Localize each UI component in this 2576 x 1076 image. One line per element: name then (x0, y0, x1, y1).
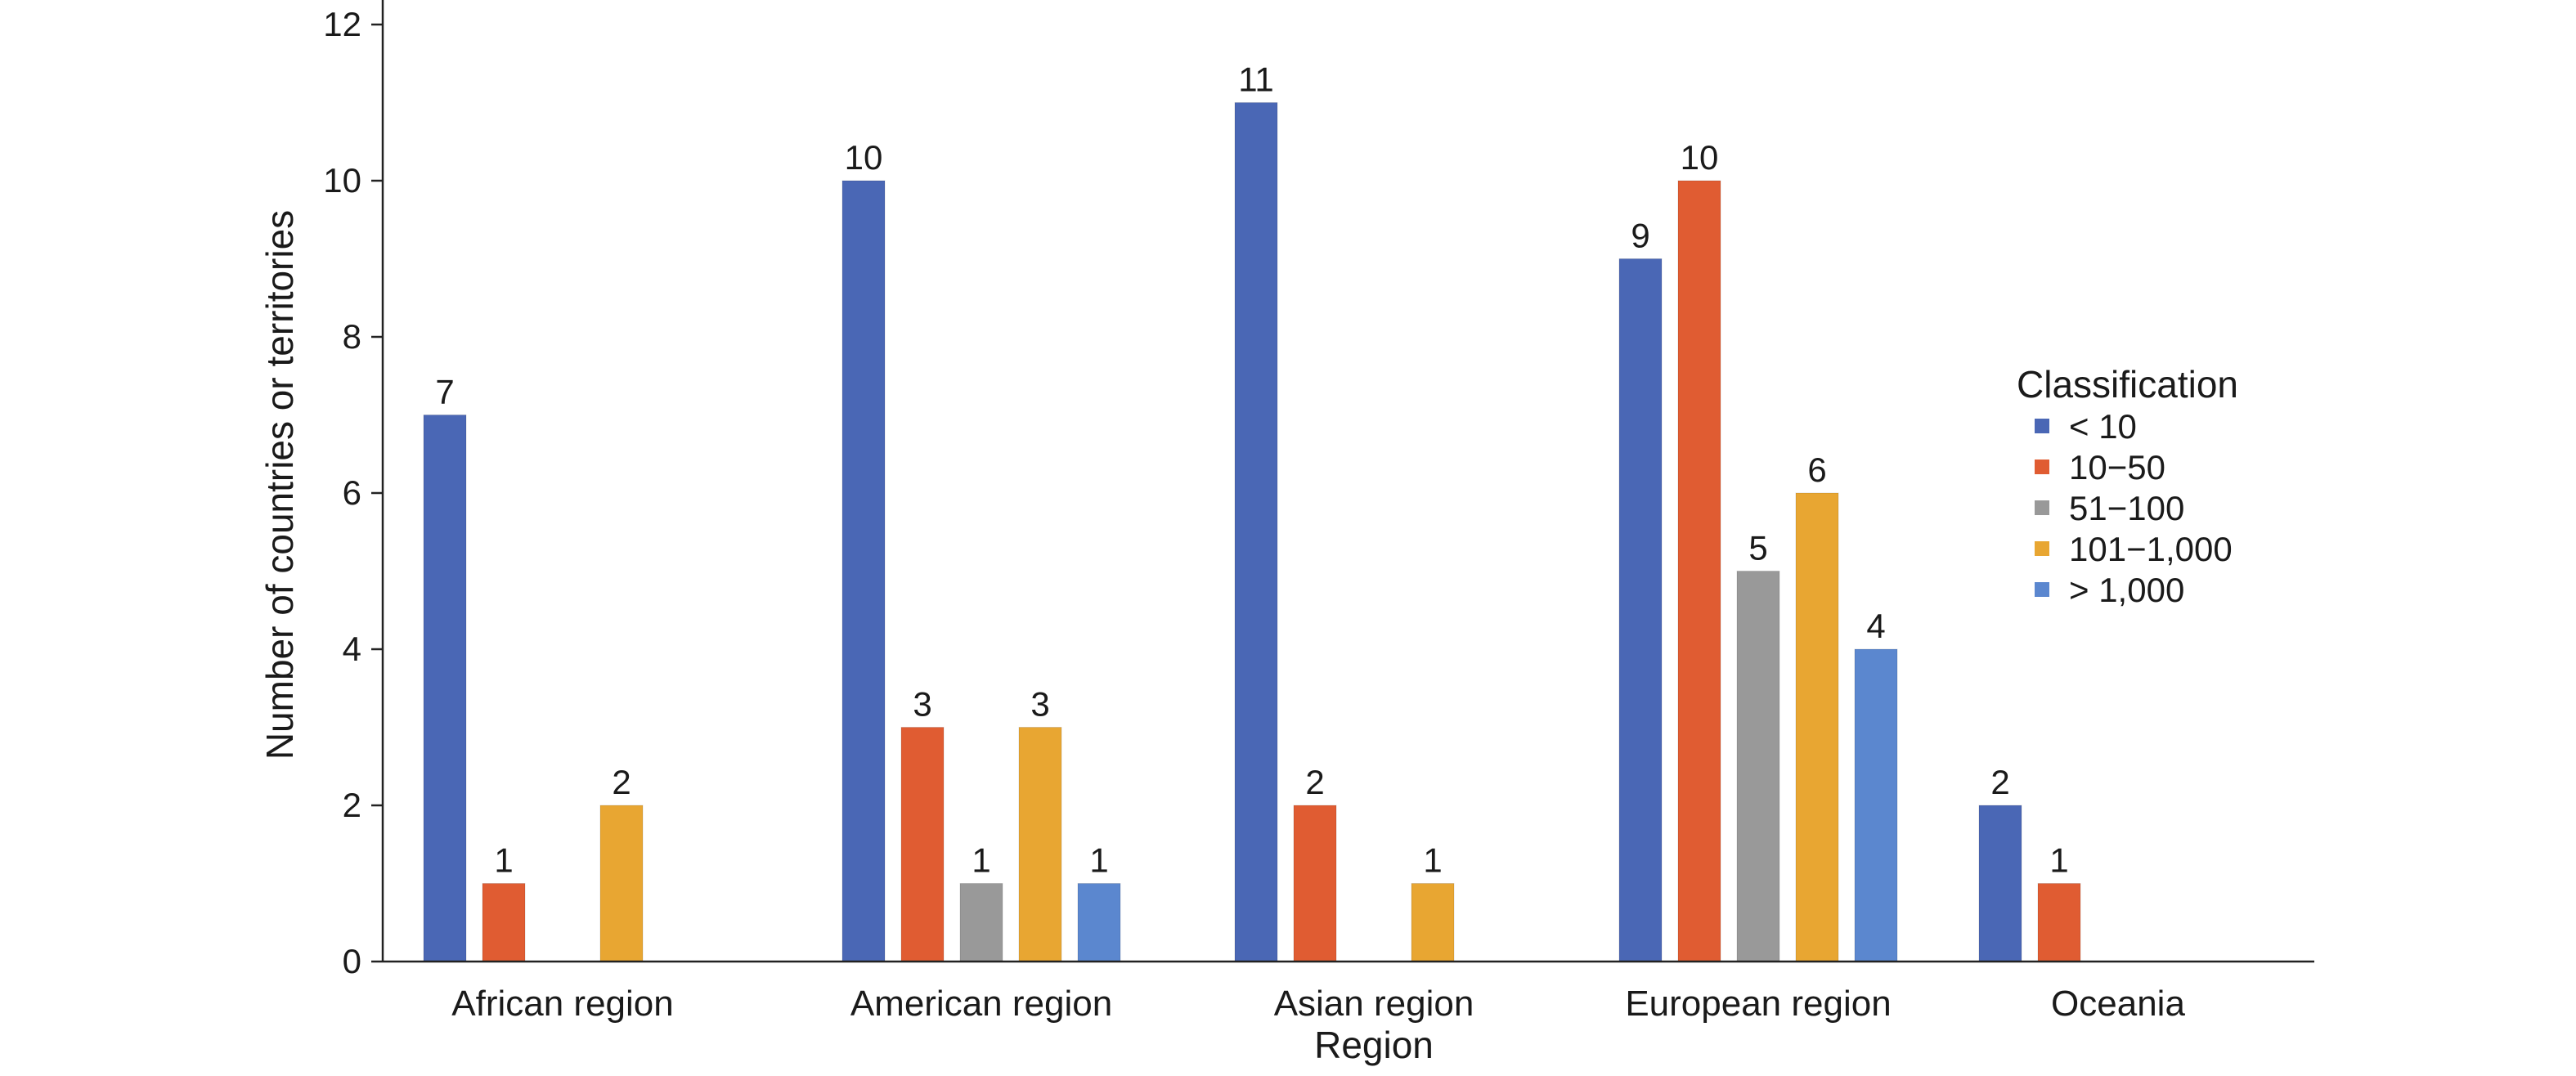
bar (841, 180, 886, 962)
x-categories-layer: African region American region Asian regio… (451, 984, 2185, 1024)
data-label: 1 (2049, 841, 2068, 880)
legend-label: > 1,000 (2069, 571, 2184, 609)
y-tick-label: 10 (323, 161, 361, 200)
x-axis-title: Region (1314, 1024, 1434, 1066)
bar (482, 883, 526, 962)
data-label: 10 (1681, 138, 1719, 177)
bar (1018, 727, 1062, 962)
bar (1234, 102, 1278, 962)
legend-swatch (2035, 500, 2049, 515)
x-category-label: African region (451, 984, 673, 1024)
x-category-label: Oceania (2051, 984, 2185, 1024)
legend: Classification < 1010−5051−100101−1,000>… (2017, 363, 2238, 609)
legend-label: < 10 (2069, 407, 2137, 446)
data-label: 2 (612, 763, 631, 801)
legend-label: 10−50 (2069, 448, 2165, 486)
bar (1618, 258, 1663, 962)
y-tick-label: 8 (343, 317, 361, 356)
bar (1978, 805, 2022, 962)
data-label: 2 (1990, 763, 2009, 801)
y-tick-label: 0 (343, 942, 361, 980)
y-tick-label: 2 (343, 786, 361, 824)
data-label: 2 (1305, 763, 1324, 801)
bar (1677, 180, 1721, 962)
y-tick-label: 6 (343, 473, 361, 512)
y-ticks-layer: 0 2 4 6 8 10 12 (323, 5, 383, 980)
y-tick-label: 12 (323, 5, 361, 43)
data-label: 10 (845, 138, 883, 177)
bar (959, 883, 1003, 962)
bar (900, 727, 945, 962)
x-category-label: American region (850, 984, 1112, 1024)
bar (1077, 883, 1121, 962)
y-axis-title: Number of countries or territories (258, 210, 301, 760)
x-category-label: Asian region (1274, 984, 1474, 1024)
bar (1854, 648, 1898, 962)
legend-title: Classification (2017, 363, 2238, 406)
data-label: 1 (1423, 841, 1442, 880)
data-label: 6 (1807, 451, 1826, 489)
bar (1293, 805, 1337, 962)
data-label: 5 (1748, 529, 1767, 567)
data-label: 4 (1866, 607, 1885, 645)
bar (1736, 571, 1780, 962)
legend-swatch (2035, 541, 2049, 556)
legend-swatch (2035, 419, 2049, 433)
bar (599, 805, 644, 962)
bar (2037, 883, 2081, 962)
bar (1795, 492, 1839, 962)
data-label: 7 (435, 373, 454, 411)
bar (423, 415, 467, 962)
data-label: 1 (1089, 841, 1108, 880)
bar (1411, 883, 1455, 962)
data-label: 1 (972, 841, 990, 880)
legend-swatch (2035, 460, 2049, 474)
data-label: 3 (913, 685, 931, 724)
axes-layer (381, 0, 2314, 963)
data-label: 3 (1030, 685, 1049, 724)
legend-label: 51−100 (2069, 489, 2184, 527)
legend-swatch (2035, 582, 2049, 597)
legend-label: 101−1,000 (2069, 530, 2233, 568)
data-label: 11 (1238, 61, 1274, 99)
x-category-label: European region (1625, 984, 1891, 1024)
bars-layer (423, 102, 2081, 962)
data-label: 1 (494, 841, 513, 880)
y-tick-label: 4 (343, 630, 361, 668)
data-label: 9 (1631, 217, 1649, 255)
